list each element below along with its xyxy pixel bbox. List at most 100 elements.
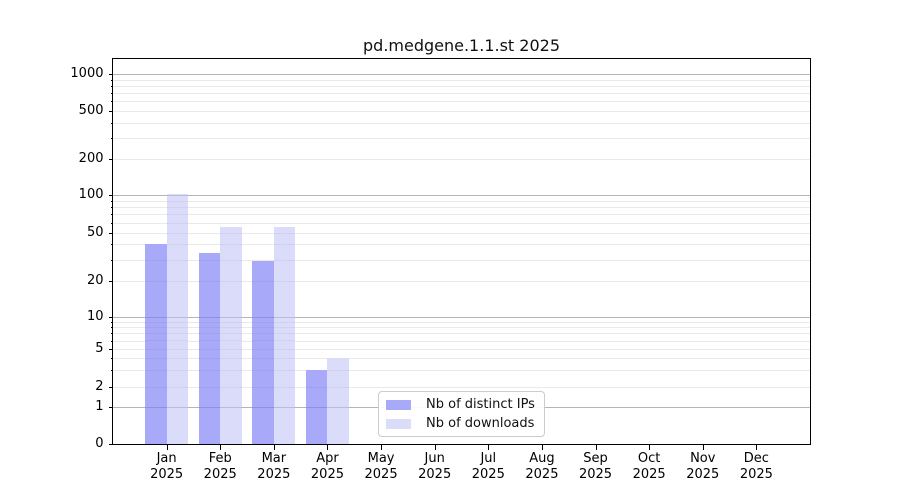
x-tick-label: Aug 2025 — [525, 451, 559, 482]
y-tick-mark — [108, 232, 113, 234]
bar-gridline-stripe — [273, 280, 296, 282]
bar-gridline-stripe — [198, 370, 221, 371]
y-tick-label: 1000 — [70, 66, 104, 81]
bar-gridline-stripe — [166, 358, 189, 360]
bar-gridline-stripe — [166, 407, 189, 409]
x-tick-label: Mar 2025 — [257, 451, 291, 482]
bar-gridline-stripe — [145, 358, 167, 360]
gridline — [113, 358, 810, 360]
bar-distinct-ips — [145, 244, 167, 444]
y-minor-tick-mark — [110, 92, 113, 94]
x-tick-label: Jul 2025 — [471, 451, 505, 482]
x-tick-mark — [541, 445, 543, 450]
x-tick-mark — [381, 445, 383, 450]
bar-distinct-ips — [198, 253, 221, 444]
bar-gridline-stripe — [198, 333, 221, 335]
y-minor-tick-mark — [110, 85, 113, 87]
bar-gridline-stripe — [166, 194, 189, 196]
x-tick-label: Dec 2025 — [739, 451, 773, 482]
y-tick-label: 500 — [78, 102, 104, 118]
bar-gridline-stripe — [273, 340, 296, 342]
y-tick-label: 20 — [86, 273, 104, 288]
bar-gridline-stripe — [273, 386, 296, 388]
gridline — [113, 327, 810, 329]
bar-gridline-stripe — [145, 316, 167, 318]
y-minor-tick-mark — [110, 222, 113, 224]
legend: Nb of distinct IPs Nb of downloads — [378, 391, 545, 437]
bar-gridline-stripe — [198, 340, 221, 342]
bar-gridline-stripe — [327, 386, 349, 388]
gridline — [113, 281, 810, 282]
bar-gridline-stripe — [166, 222, 189, 224]
bar-gridline-stripe — [198, 327, 221, 329]
bar-gridline-stripe — [252, 358, 274, 360]
gridline — [113, 137, 810, 139]
bar-gridline-stripe — [220, 386, 242, 388]
y-tick-mark — [108, 281, 113, 282]
y-minor-tick-mark — [110, 79, 113, 81]
y-tick-label: 2 — [95, 378, 104, 394]
bar-gridline-stripe — [145, 333, 167, 335]
bar-gridline-stripe — [220, 407, 242, 409]
bar-gridline-stripe — [252, 407, 274, 409]
bar-gridline-stripe — [145, 259, 167, 261]
y-minor-tick-mark — [110, 340, 113, 342]
bar-gridline-stripe — [198, 386, 221, 388]
y-minor-tick-mark — [110, 259, 113, 261]
gridline — [113, 222, 810, 224]
x-tick-mark — [649, 445, 651, 450]
bar-gridline-stripe — [273, 321, 296, 323]
y-minor-tick-mark — [110, 244, 113, 246]
bar-gridline-stripe — [220, 348, 242, 350]
gridline — [113, 232, 810, 234]
x-tick-mark — [434, 445, 436, 450]
bar-gridline-stripe — [327, 370, 349, 371]
legend-item-downloads: Nb of downloads — [386, 416, 536, 431]
bar-gridline-stripe — [252, 321, 274, 323]
bar-gridline-stripe — [220, 280, 242, 282]
bar-gridline-stripe — [252, 280, 274, 282]
bar-gridline-stripe — [145, 386, 167, 388]
plot-area — [112, 58, 811, 445]
bar-gridline-stripe — [145, 348, 167, 350]
y-minor-tick-mark — [110, 200, 113, 202]
bar-gridline-stripe — [252, 386, 274, 388]
gridline — [113, 316, 810, 318]
bar-gridline-stripe — [220, 321, 242, 323]
y-tick-mark — [108, 159, 113, 161]
gridline — [113, 386, 810, 388]
y-minor-tick-mark — [110, 122, 113, 124]
x-tick-label: Jan 2025 — [150, 451, 184, 482]
bar-gridline-stripe — [166, 321, 189, 323]
bar-gridline-stripe — [305, 407, 328, 409]
bar-gridline-stripe — [220, 259, 242, 261]
bar-gridline-stripe — [166, 333, 189, 335]
y-tick-mark — [108, 316, 113, 318]
gridline — [113, 207, 810, 209]
legend-swatch-distinct-ips — [386, 399, 411, 410]
bar-gridline-stripe — [220, 327, 242, 329]
bar-gridline-stripe — [166, 200, 189, 202]
bar-gridline-stripe — [145, 321, 167, 323]
bar-gridline-stripe — [252, 333, 274, 335]
bar-gridline-stripe — [166, 316, 189, 318]
gridline — [113, 195, 810, 196]
bar-downloads — [327, 358, 349, 444]
gridline — [113, 200, 810, 202]
gridline — [113, 340, 810, 342]
bar-gridline-stripe — [166, 232, 189, 234]
x-tick-mark — [488, 445, 490, 450]
gridline — [113, 244, 810, 246]
bar-gridline-stripe — [166, 386, 189, 388]
bar-gridline-stripe — [273, 244, 296, 246]
y-minor-tick-mark — [110, 370, 113, 372]
y-tick-label: 10 — [86, 308, 104, 324]
gridline — [113, 85, 810, 87]
bar-gridline-stripe — [252, 348, 274, 350]
bar-gridline-stripe — [220, 340, 242, 342]
gridline — [113, 214, 810, 216]
y-minor-tick-mark — [110, 358, 113, 360]
y-minor-tick-mark — [110, 333, 113, 335]
y-minor-tick-mark — [110, 321, 113, 323]
